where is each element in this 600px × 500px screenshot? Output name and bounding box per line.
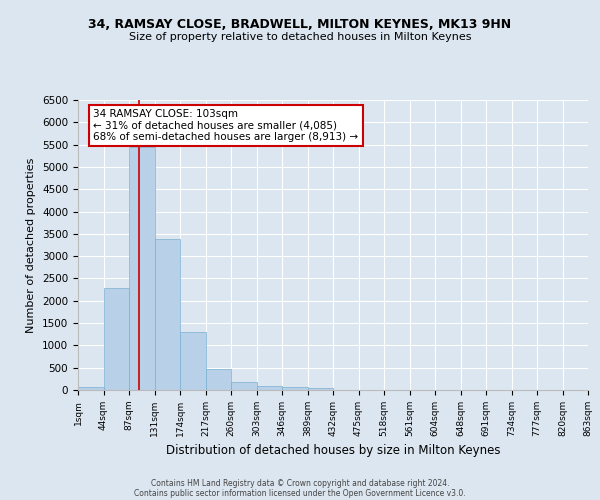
Text: Contains HM Land Registry data © Crown copyright and database right 2024.: Contains HM Land Registry data © Crown c… xyxy=(151,478,449,488)
Bar xyxy=(129,147,155,390)
Bar xyxy=(231,382,257,390)
Bar xyxy=(104,288,129,390)
Bar xyxy=(78,386,104,390)
Bar xyxy=(155,239,180,390)
Y-axis label: Number of detached properties: Number of detached properties xyxy=(26,158,37,332)
Text: 34, RAMSAY CLOSE, BRADWELL, MILTON KEYNES, MK13 9HN: 34, RAMSAY CLOSE, BRADWELL, MILTON KEYNE… xyxy=(88,18,512,30)
Text: 34 RAMSAY CLOSE: 103sqm
← 31% of detached houses are smaller (4,085)
68% of semi: 34 RAMSAY CLOSE: 103sqm ← 31% of detache… xyxy=(94,108,358,142)
Text: Contains public sector information licensed under the Open Government Licence v3: Contains public sector information licen… xyxy=(134,488,466,498)
Bar xyxy=(308,388,333,390)
X-axis label: Distribution of detached houses by size in Milton Keynes: Distribution of detached houses by size … xyxy=(166,444,500,458)
Bar xyxy=(180,332,205,390)
Bar xyxy=(282,387,308,390)
Bar xyxy=(205,368,231,390)
Text: Size of property relative to detached houses in Milton Keynes: Size of property relative to detached ho… xyxy=(129,32,471,42)
Bar xyxy=(257,386,282,390)
